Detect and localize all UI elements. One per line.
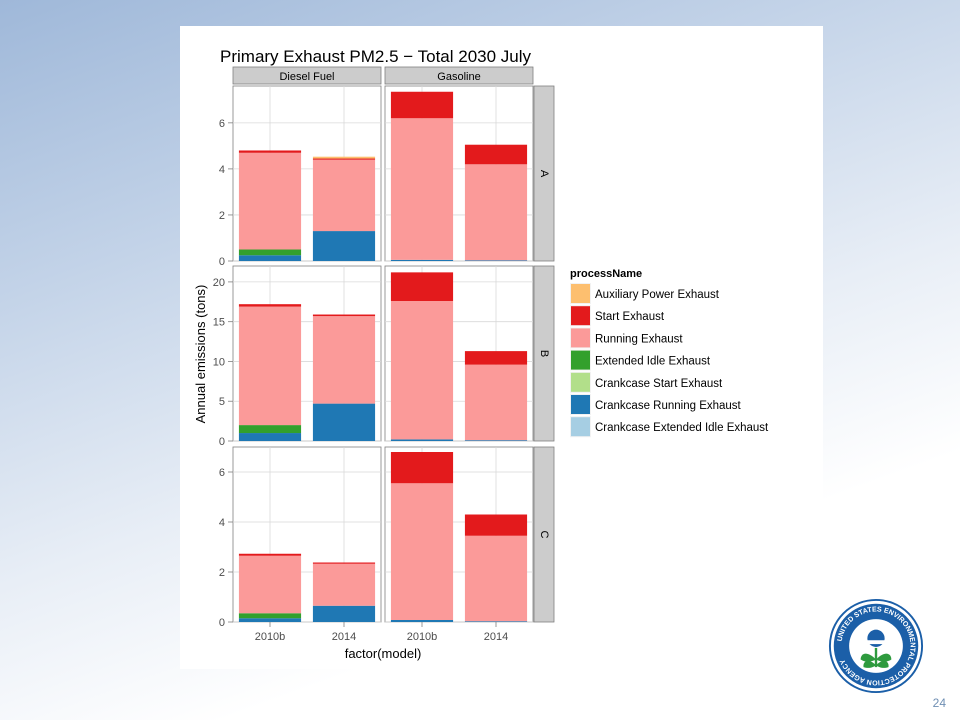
legend-label: Extended Idle Exhaust: [595, 356, 711, 368]
bar-segment: [464, 351, 528, 365]
facet-strip-row: [533, 446, 555, 623]
legend-label: Crankcase Extended Idle Exhaust: [595, 422, 769, 434]
legend-swatch: [571, 328, 590, 348]
legend-swatch: [571, 306, 590, 326]
bar-segment: [390, 452, 454, 484]
y-tick-label: 20: [213, 277, 225, 289]
bar-segment: [464, 144, 528, 165]
y-tick-label: 5: [219, 396, 225, 408]
bar-segment: [390, 272, 454, 301]
facet-strip-column: [384, 66, 534, 85]
legend-swatch: [571, 417, 590, 437]
bar-segment: [238, 304, 302, 307]
bar-segment: [390, 620, 454, 622]
bar-segment: [238, 618, 302, 622]
legend-swatch: [571, 372, 590, 392]
bar-segment: [390, 301, 454, 440]
bar-segment: [464, 535, 528, 622]
y-tick-label: 15: [213, 317, 225, 329]
y-tick-label: 0: [219, 256, 225, 268]
legend-label: Start Exhaust: [595, 311, 665, 323]
bar-segment: [238, 249, 302, 256]
bar-segment: [390, 483, 454, 620]
facet-label-row: B: [538, 350, 550, 357]
x-axis-title: factor(model): [345, 646, 422, 661]
y-tick-label: 2: [219, 567, 225, 579]
legend-swatch: [571, 350, 590, 370]
bar-segment: [312, 403, 376, 441]
x-tick-label: 2010b: [407, 631, 438, 643]
y-tick-label: 2: [219, 210, 225, 222]
facet-label-row: A: [538, 170, 550, 178]
bar-segment: [238, 555, 302, 614]
y-axis-title: Annual emissions (tons): [193, 285, 208, 424]
x-tick-label: 2010b: [255, 631, 286, 643]
bar-segment: [464, 260, 528, 261]
bar-segment: [312, 316, 376, 404]
bar-segment: [312, 605, 376, 622]
facet-label-row: C: [538, 531, 550, 539]
legend-swatch: [571, 395, 590, 414]
bar-segment: [312, 156, 376, 159]
bar-segment: [390, 118, 454, 260]
y-tick-label: 6: [219, 467, 225, 479]
bar-segment: [390, 439, 454, 441]
y-tick-label: 4: [219, 164, 225, 176]
facet-strip-row: [533, 265, 555, 442]
bar-segment: [238, 152, 302, 250]
epa-seal-logo: UNITED STATES ENVIRONMENTAL PROTECTION A…: [828, 598, 924, 694]
y-tick-label: 0: [219, 436, 225, 448]
bar-segment: [312, 231, 376, 261]
bar-segment: [312, 314, 376, 317]
bar-segment: [464, 621, 528, 622]
bar-segment: [464, 514, 528, 536]
bar-segment: [238, 425, 302, 434]
bar-segment: [464, 440, 528, 441]
bar-segment: [238, 150, 302, 153]
legend-label: Crankcase Running Exhaust: [595, 400, 742, 412]
y-tick-label: 4: [219, 517, 225, 529]
legend-label: Crankcase Start Exhaust: [595, 378, 723, 390]
facet-label-column: Gasoline: [437, 71, 480, 83]
page-number: 24: [932, 696, 946, 710]
bar-segment: [464, 164, 528, 261]
bar-segment: [238, 553, 302, 556]
x-tick-label: 2014: [332, 631, 356, 643]
bar-segment: [390, 91, 454, 119]
facet-strip-column: [232, 66, 382, 85]
y-tick-label: 0: [219, 617, 225, 629]
y-tick-label: 6: [219, 118, 225, 130]
bar-segment: [238, 433, 302, 441]
bar-segment: [312, 159, 376, 232]
y-tick-label: 10: [213, 356, 225, 368]
bar-segment: [312, 158, 376, 160]
bar-segment: [312, 562, 376, 564]
legend-background: [556, 262, 806, 442]
legend-title: processName: [570, 268, 642, 280]
bar-segment: [312, 563, 376, 606]
bar-segment: [390, 259, 454, 261]
legend-swatch: [571, 284, 590, 303]
chart-title: Primary Exhaust PM2.5 − Total 2030 July: [220, 47, 532, 66]
facet-strip-row: [533, 85, 555, 262]
bar-segment: [238, 613, 302, 619]
legend-label: Running Exhaust: [595, 333, 683, 345]
bar-segment: [464, 364, 528, 441]
legend-label: Auxiliary Power Exhaust: [595, 289, 720, 301]
x-tick-label: 2014: [484, 631, 508, 643]
bar-segment: [238, 306, 302, 426]
bar-segment: [238, 255, 302, 261]
facet-label-column: Diesel Fuel: [279, 71, 334, 83]
